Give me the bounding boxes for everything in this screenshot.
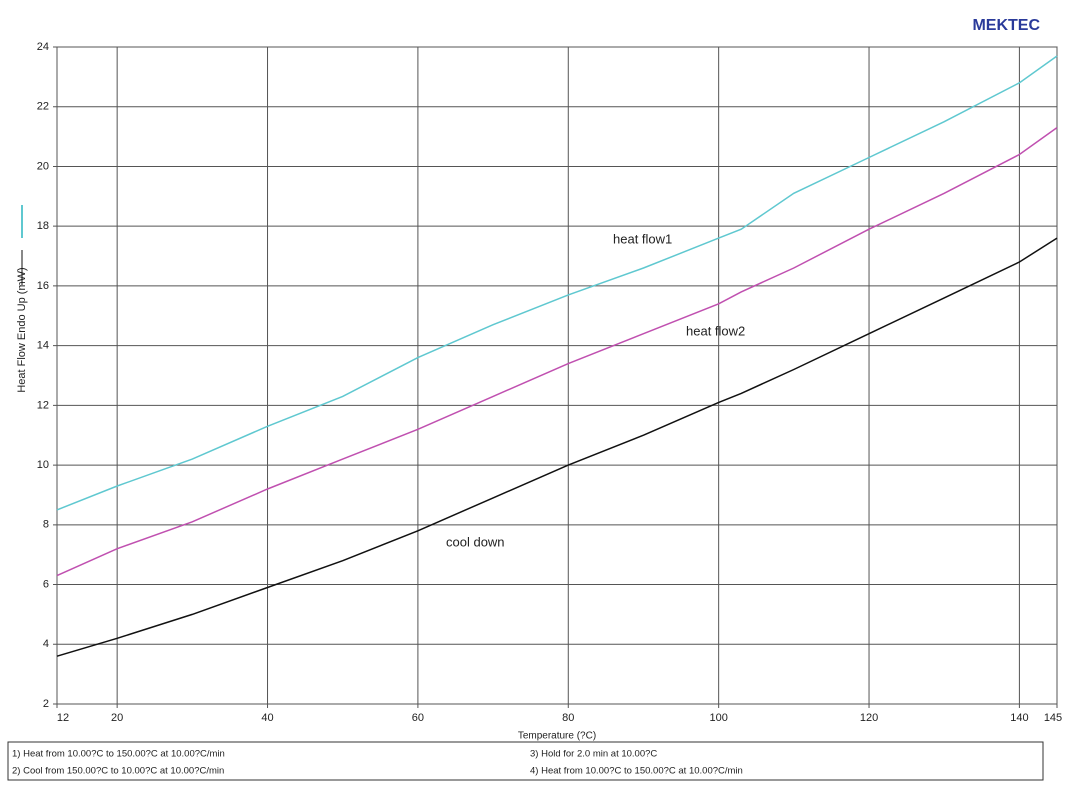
series-label: heat flow1 [613,231,672,246]
method-step: 1) Heat from 10.00?C to 150.00?C at 10.0… [12,749,225,760]
y-tick-label: 14 [37,340,49,352]
y-tick-label: 20 [37,160,49,172]
series-line [56,126,1058,577]
x-tick-label: 140 [1010,712,1028,724]
y-tick-label: 8 [43,519,49,531]
y-tick-label: 10 [37,459,49,471]
y-tick-label: 18 [37,220,49,232]
series-line [56,55,1058,511]
y-tick-label: 6 [43,578,49,590]
method-step: 2) Cool from 150.00?C to 10.00?C at 10.0… [12,766,224,777]
series-label: heat flow2 [686,323,745,338]
x-tick-label: 12 [57,712,69,724]
y-tick-label: 16 [37,280,49,292]
brand: MEKTEC [972,17,1040,34]
method-step: 3) Hold for 2.0 min at 10.00?C [530,749,657,760]
x-tick-label: 100 [709,712,727,724]
y-axis-label: Heat Flow Endo Up (mW) [16,267,28,392]
series-label: cool down [446,534,505,549]
x-tick-label: 145 [1044,712,1062,724]
x-tick-label: 40 [261,712,273,724]
method-step: 4) Heat from 10.00?C to 150.00?C at 10.0… [530,766,743,777]
series-line [56,237,1058,657]
y-tick-label: 12 [37,399,49,411]
y-tick-label: 24 [37,41,49,53]
method-box [7,741,1044,781]
y-tick-label: 4 [43,638,49,650]
x-tick-label: 20 [111,712,123,724]
y-tick-label: 2 [43,698,49,710]
x-tick-label: 60 [412,712,424,724]
x-axis-label: Temperature (?C) [518,731,596,742]
x-tick-label: 120 [860,712,878,724]
x-tick-label: 80 [562,712,574,724]
y-tick-label: 22 [37,101,49,113]
